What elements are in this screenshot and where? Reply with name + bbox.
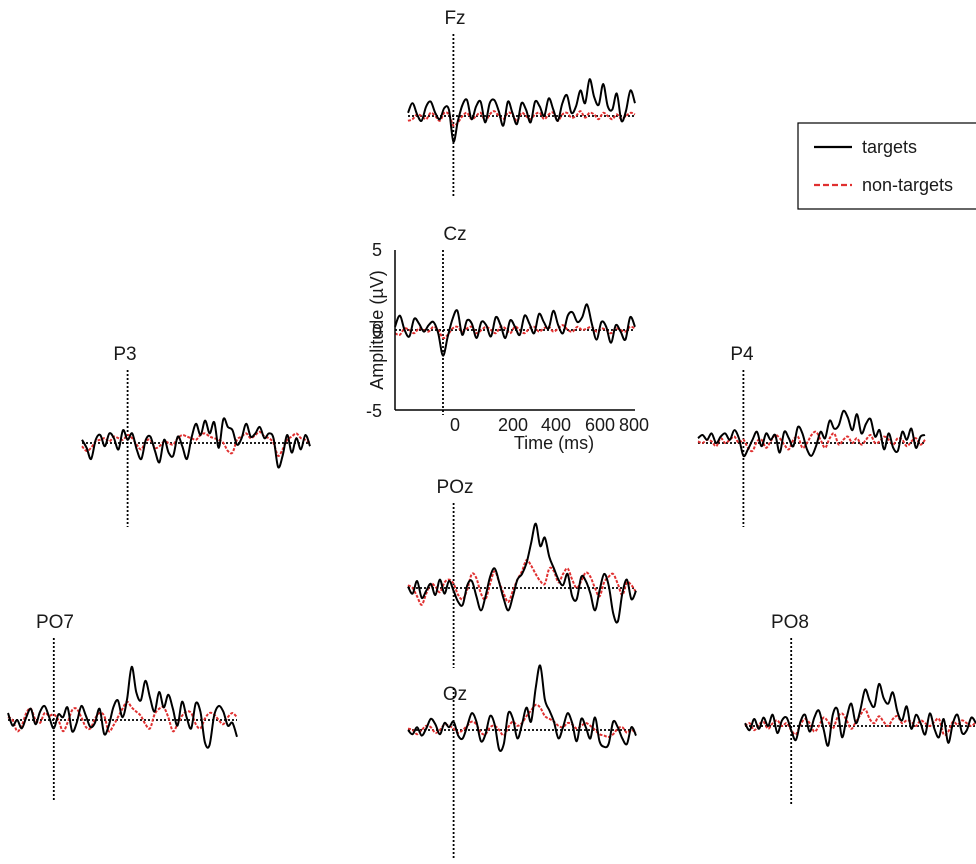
- legend-box: [797, 122, 976, 210]
- x-tick-label-200: 200: [498, 415, 528, 435]
- series-non-targets-po7: [7, 700, 238, 733]
- x-tick-label-600: 600: [585, 415, 615, 435]
- series-targets-fz: [407, 78, 636, 143]
- channel-label-p4: P4: [730, 344, 754, 365]
- series-targets-po8: [744, 682, 976, 747]
- series-non-targets-fz: [407, 110, 636, 127]
- series-targets-poz: [407, 522, 637, 624]
- series-non-targets-p4: [697, 430, 926, 453]
- y-axis-label: Amplitude (µV): [367, 270, 387, 389]
- channel-label-oz: Oz: [443, 684, 467, 705]
- channel-label-fz: Fz: [444, 8, 465, 29]
- legend-label-non-targets: non-targets: [862, 175, 953, 195]
- series-non-targets-po8: [744, 708, 976, 737]
- legend-label-targets: targets: [862, 137, 917, 157]
- series-non-targets-p3: [81, 430, 311, 457]
- series-targets-p3: [81, 417, 311, 469]
- x-axis-label: Time (ms): [514, 433, 594, 453]
- channel-panels: Fz Cz P3 P4 POz PO7 Oz PO8: [7, 8, 976, 860]
- legend: targets non-targets: [797, 122, 976, 210]
- series-targets-cz: [394, 303, 636, 357]
- reference-axes: 5 0 -5 0 200 400 600 800 Time (ms) Ampli…: [366, 240, 649, 453]
- channel-label-po8: PO8: [771, 612, 809, 633]
- series-targets-oz: [407, 664, 637, 752]
- x-tick-label-0: 0: [450, 415, 460, 435]
- y-tick-label-neg5: -5: [366, 401, 382, 421]
- series-targets-p4: [697, 409, 926, 458]
- channel-label-poz: POz: [437, 477, 474, 498]
- x-tick-label-400: 400: [541, 415, 571, 435]
- y-tick-label-0: 0: [372, 321, 382, 341]
- series-targets-po7: [7, 665, 238, 749]
- channel-label-p3: P3: [113, 344, 136, 365]
- x-tick-label-800: 800: [619, 415, 649, 435]
- channel-label-po7: PO7: [36, 612, 74, 633]
- channel-label-cz: Cz: [443, 224, 466, 245]
- y-tick-label-5: 5: [372, 240, 382, 260]
- series-non-targets-cz: [394, 324, 636, 340]
